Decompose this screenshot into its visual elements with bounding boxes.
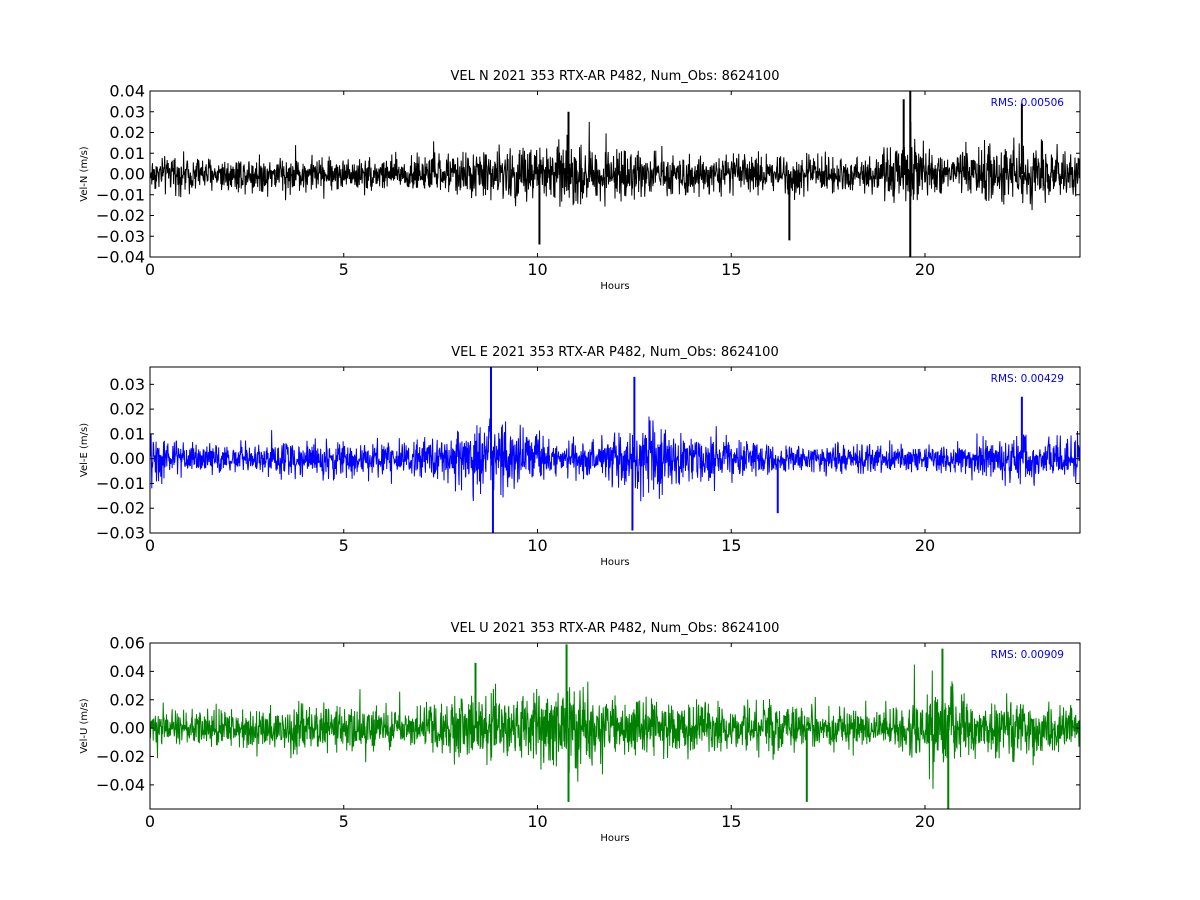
vel-u-ytick-label: 0.02 <box>109 690 145 709</box>
vel-u-xtick-label: 15 <box>721 812 741 831</box>
vel-u-ylabel: Vel-U (m/s) <box>79 698 90 753</box>
vel-n-ytick-label: 0.04 <box>109 82 145 101</box>
vel-u-axes-frame <box>149 642 1081 810</box>
vel-n-ytick-label: 0.01 <box>109 144 145 163</box>
vel-u-xtick-label: 10 <box>527 812 547 831</box>
vel-e-xtick-label: 15 <box>721 536 741 555</box>
vel-e-ytick-label: 0.03 <box>109 375 145 394</box>
vel-n-ytick-label: −0.02 <box>96 206 145 225</box>
vel-e-xtick-label: 0 <box>145 536 155 555</box>
vel-u-xtick-label: 20 <box>915 812 935 831</box>
vel-u-xtick-label: 0 <box>145 812 155 831</box>
vel-n-ytick-label: 0.02 <box>109 123 145 142</box>
vel-n-ytick-label: 0.00 <box>109 165 145 184</box>
vel-n-trace <box>150 121 1080 211</box>
vel-e-ytick-label: −0.01 <box>96 474 145 493</box>
vel-u-xlabel: Hours <box>600 833 629 844</box>
vel-n-xtick-label: 10 <box>527 260 547 279</box>
vel-u-ytick-label: 0.06 <box>109 634 145 653</box>
vel-n-ytick-label: −0.04 <box>96 248 145 267</box>
vel-n-ytick-label: −0.03 <box>96 227 145 246</box>
vel-e-ytick-label: −0.02 <box>96 499 145 518</box>
vel-e-xtick-label: 5 <box>339 536 349 555</box>
vel-e-ytick-label: −0.03 <box>96 524 145 543</box>
vel-u-ytick-label: 0.04 <box>109 662 145 681</box>
vel-n-xtick-label: 5 <box>339 260 349 279</box>
vel-n-title: VEL N 2021 353 RTX-AR P482, Num_Obs: 862… <box>451 69 780 84</box>
vel-e-ytick-label: 0.00 <box>109 449 145 468</box>
vel-u-title: VEL U 2021 353 RTX-AR P482, Num_Obs: 862… <box>451 621 780 636</box>
vel-u-xtick-label: 5 <box>339 812 349 831</box>
vel-n-xlabel: Hours <box>600 281 629 292</box>
vel-e-ytick-label: 0.02 <box>109 400 145 419</box>
vel-e-rms-annotation: RMS: 0.00429 <box>991 373 1064 385</box>
vel-e-xtick-label: 20 <box>915 536 935 555</box>
vel-e-xtick-label: 10 <box>527 536 547 555</box>
vel-n-ylabel: Vel-N (m/s) <box>79 146 90 201</box>
vel-u-ytick-label: 0.00 <box>109 719 145 738</box>
vel-n-xtick-label: 15 <box>721 260 741 279</box>
vel-e-trace <box>150 416 1080 502</box>
vel-e-ytick-label: 0.01 <box>109 424 145 443</box>
vel-e-axes-frame <box>149 366 1081 534</box>
vel-n-xtick-label: 0 <box>145 260 155 279</box>
vel-e-panel: 0 5 10 15 20 −0.03 −0.02 −0.01 0.00 0.01 0.02 0.03 V… <box>79 345 1081 568</box>
vel-e-title: VEL E 2021 353 RTX-AR P482, Num_Obs: 862… <box>451 345 778 360</box>
vel-e-xlabel: Hours <box>600 557 629 568</box>
vel-u-ytick-label: −0.04 <box>96 775 145 794</box>
vel-n-xtick-label: 20 <box>915 260 935 279</box>
vel-n-panel: 0 5 10 15 20 −0.04 −0.03 −0.02 −0.010.00 0.01 0.02… <box>79 69 1081 292</box>
vel-n-rms-annotation: RMS: 0.00506 <box>991 97 1065 109</box>
vel-n-ytick-label: 0.03 <box>109 102 145 121</box>
vel-u-trace <box>150 664 1080 789</box>
vel-e-ylabel: Vel-E (m/s) <box>79 423 90 477</box>
vel-u-ytick-label: −0.02 <box>96 747 145 766</box>
vel-n-ytick-label: −0.01 <box>96 185 145 204</box>
vel-u-panel: 0 5 10 15 20 −0.04 −0.02 0.00 0.02 0.04 0.06 VEL U … <box>79 621 1081 844</box>
vel-u-rms-annotation: RMS: 0.00909 <box>991 649 1064 661</box>
